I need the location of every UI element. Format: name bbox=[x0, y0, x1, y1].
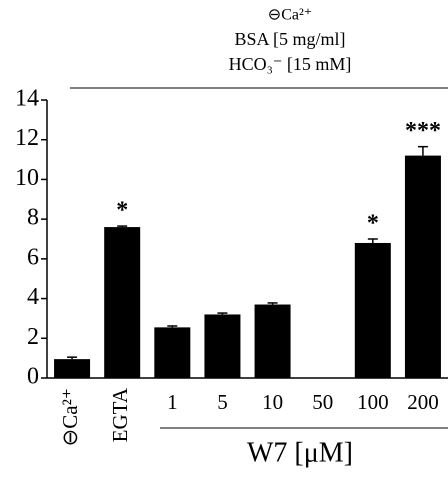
x-tick-label: 50 bbox=[312, 390, 333, 414]
significance: * bbox=[116, 198, 128, 224]
bar bbox=[354, 242, 391, 378]
y-tick-label: 8 bbox=[27, 205, 39, 231]
x-tick-label: 5 bbox=[217, 390, 228, 414]
y-tick-label: 12 bbox=[15, 125, 39, 151]
y-tick-label: 6 bbox=[27, 244, 39, 270]
header-line: HCO₃⁻ [15 mM] bbox=[229, 54, 352, 74]
bar bbox=[204, 314, 241, 378]
x-tick-label: ⊖Ca²⁺ bbox=[58, 388, 82, 446]
y-tick-label: 0 bbox=[27, 364, 39, 390]
bar bbox=[104, 227, 141, 378]
y-tick-label: 10 bbox=[15, 165, 39, 191]
significance: * bbox=[367, 211, 379, 237]
x-tick-label: 1 bbox=[167, 390, 178, 414]
bar bbox=[404, 155, 441, 378]
x-tick-label: EGTA bbox=[108, 387, 132, 442]
bar bbox=[54, 359, 91, 378]
y-tick-label: 14 bbox=[15, 86, 39, 112]
y-tick-label: 4 bbox=[27, 284, 39, 310]
header-line: BSA [5 mg/ml] bbox=[234, 29, 345, 49]
bar bbox=[254, 304, 291, 378]
x-tick-label: 100 bbox=[357, 390, 389, 414]
group-label: W7 [μM] bbox=[247, 437, 353, 468]
y-tick-label: 2 bbox=[27, 324, 39, 350]
significance: *** bbox=[405, 118, 441, 144]
x-tick-label: 200 bbox=[407, 390, 439, 414]
bar bbox=[154, 327, 191, 378]
header-line: ⊖Ca²⁺ bbox=[268, 7, 312, 24]
x-tick-label: 10 bbox=[262, 390, 283, 414]
